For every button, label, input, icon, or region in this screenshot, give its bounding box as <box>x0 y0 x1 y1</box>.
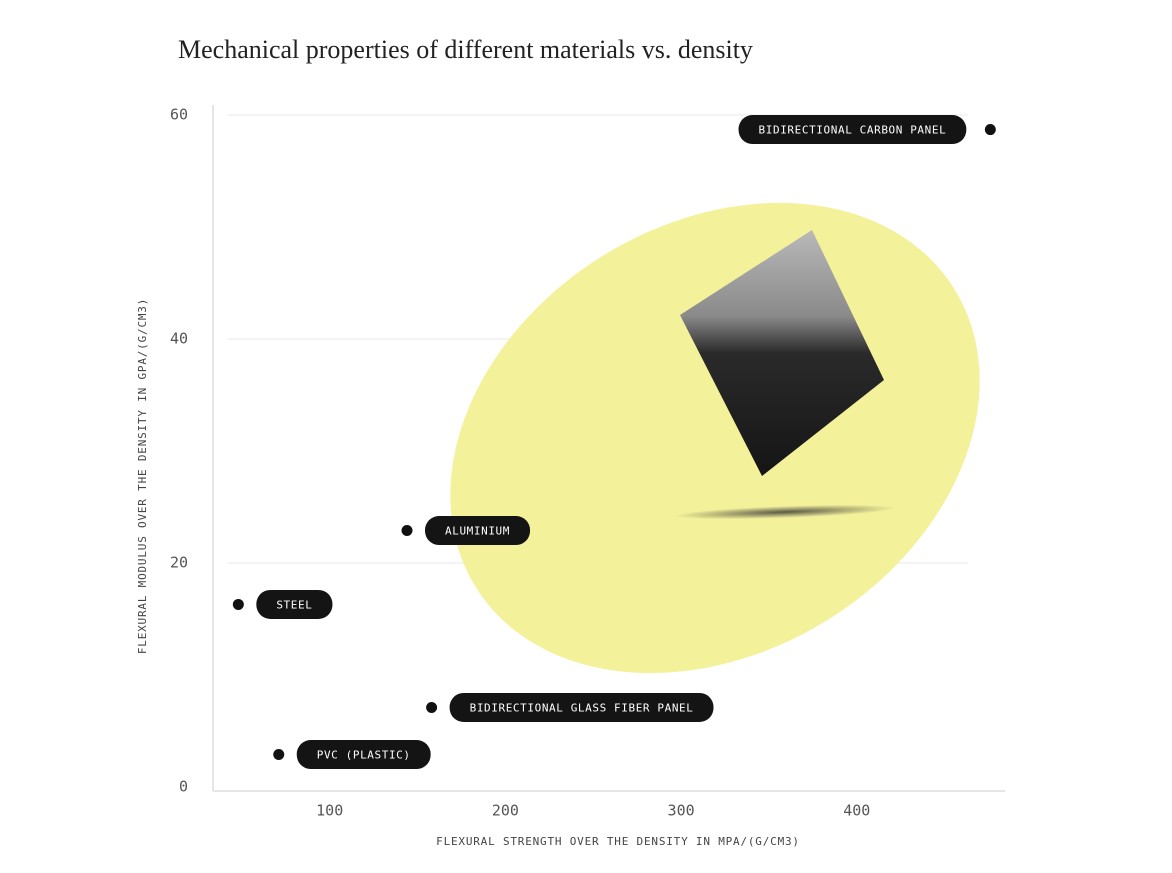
highlight-ellipse <box>450 202 980 674</box>
point-label-text: BIDIRECTIONAL CARBON PANEL <box>759 124 947 137</box>
data-point <box>426 701 438 713</box>
point-label: ALUMINIUM <box>425 516 531 546</box>
y-tick-label: 40 <box>170 330 188 348</box>
label-pill <box>256 589 333 619</box>
x-tick-label: 200 <box>492 802 519 820</box>
x-tick-label: 400 <box>843 802 870 820</box>
data-point <box>401 525 413 537</box>
data-point <box>984 124 996 136</box>
y-tick-label: 60 <box>170 106 188 124</box>
point-label-text: ALUMINIUM <box>445 525 510 538</box>
x-tick-label: 300 <box>668 802 695 820</box>
point-label-text: STEEL <box>276 598 312 611</box>
point-label: BIDIRECTIONAL CARBON PANEL <box>738 115 967 145</box>
x-tick-label: 100 <box>316 802 343 820</box>
label-pill <box>425 516 531 546</box>
label-pill <box>296 740 431 770</box>
y-tick-label: 0 <box>179 778 188 796</box>
panel-shadow <box>675 504 895 520</box>
point-label: PVC (PLASTIC) <box>296 740 431 770</box>
point-label: BIDIRECTIONAL GLASS FIBER PANEL <box>449 692 714 722</box>
data-point <box>273 749 285 761</box>
y-tick-label: 20 <box>170 554 188 572</box>
point-label-text: PVC (PLASTIC) <box>317 749 411 762</box>
y-axis-title: FLEXURAL MODULUS OVER THE DENSITY IN GPA… <box>136 298 149 654</box>
label-pill <box>449 692 714 722</box>
point-label-text: BIDIRECTIONAL GLASS FIBER PANEL <box>470 701 694 714</box>
data-point <box>232 598 244 610</box>
point-label: STEEL <box>256 589 333 619</box>
x-axis-title: FLEXURAL STRENGTH OVER THE DENSITY IN MP… <box>436 835 800 848</box>
label-pill <box>738 115 967 145</box>
carbon-panel-image <box>680 230 884 476</box>
chart-title: Mechanical properties of different mater… <box>178 35 753 64</box>
